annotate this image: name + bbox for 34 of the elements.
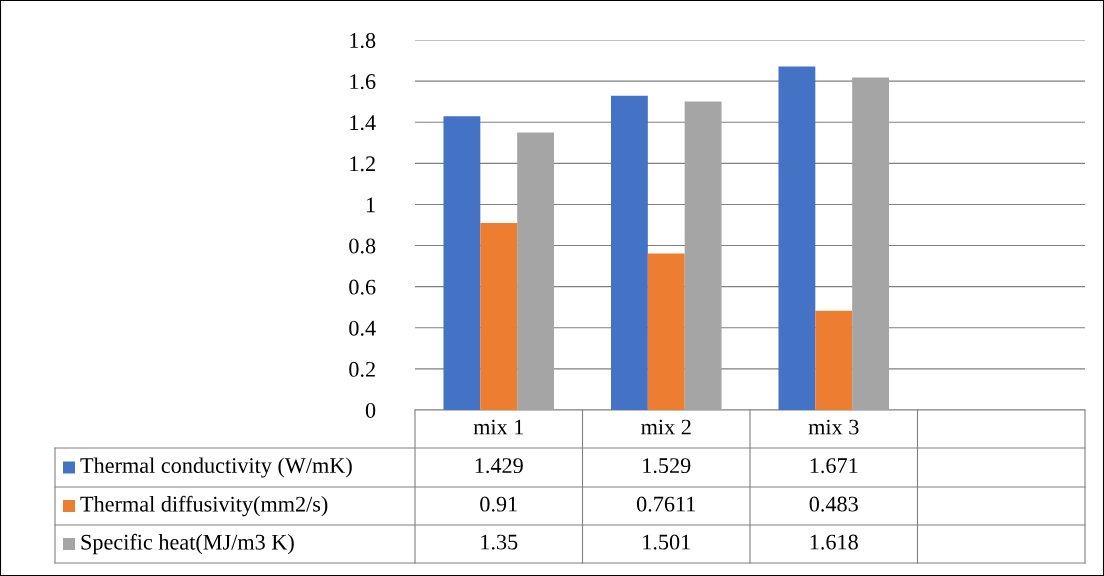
y-tick-label: 1.2 xyxy=(350,156,375,172)
data-label: 1.35 xyxy=(481,534,518,550)
data-label: 1.618 xyxy=(810,534,858,550)
data-label: 0.7611 xyxy=(636,496,696,512)
legend-label: Thermal diffusivity(mm2/s) xyxy=(80,495,328,517)
y-tick-label: 0.4 xyxy=(349,320,376,336)
y-tick-label: 1.6 xyxy=(350,74,376,90)
x-tick-label: mix 3 xyxy=(808,419,859,435)
data-label: 1.529 xyxy=(643,458,691,474)
y-tick-label: 0 xyxy=(365,402,376,418)
data-label: 1.429 xyxy=(475,458,523,474)
y-tick-label: 1.8 xyxy=(350,32,376,49)
y-tick-label: 1 xyxy=(366,197,375,213)
data-label: 1.501 xyxy=(643,534,690,550)
bar xyxy=(443,116,481,410)
legend-label: Specific heat(MJ/m3 K) xyxy=(81,533,294,555)
y-tick-label: 0.6 xyxy=(349,279,376,295)
bar xyxy=(610,95,648,410)
y-tick-label: 0.2 xyxy=(349,361,375,377)
data-label: 0.91 xyxy=(480,496,517,512)
bar xyxy=(852,77,890,410)
y-tick-label: 0.8 xyxy=(349,238,376,254)
x-tick-label: mix 2 xyxy=(641,419,691,435)
bar xyxy=(815,310,853,410)
data-label: 1.671 xyxy=(810,458,858,474)
bar xyxy=(647,253,685,410)
y-tick-label: 1.4 xyxy=(350,115,376,131)
bar xyxy=(480,222,518,410)
bar xyxy=(778,66,816,410)
data-label: 0.483 xyxy=(809,496,858,512)
bar xyxy=(684,101,722,410)
x-tick-label: mix 1 xyxy=(473,419,524,435)
bar xyxy=(517,132,555,410)
legend-label: Thermal conductivity (W/mK) xyxy=(80,457,352,478)
